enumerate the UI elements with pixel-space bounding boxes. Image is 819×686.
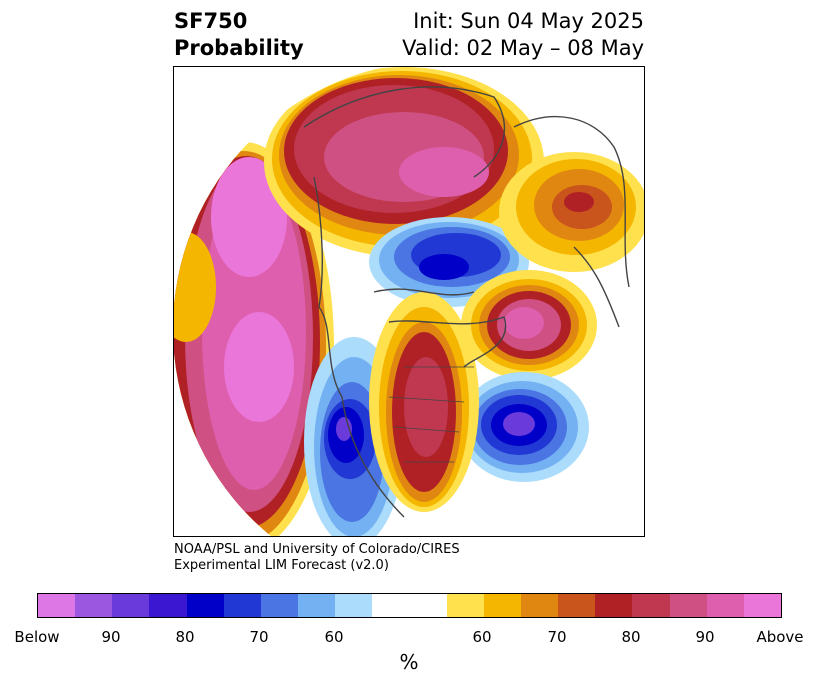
colorbar-tick-label: 80: [621, 628, 641, 646]
colorbar-segment: [186, 594, 224, 617]
colorbar-segment: [706, 594, 744, 617]
colorbar-segment: [260, 594, 299, 617]
europe-anomaly: [499, 152, 644, 272]
title-right: Init: Sun 04 May 2025 Valid: 02 May – 08…: [402, 8, 644, 62]
variable-type: Probability: [174, 36, 304, 60]
colorbar-units: %: [399, 650, 419, 674]
variable-name: SF750: [174, 9, 248, 33]
colorbar-segment: [446, 594, 484, 617]
colorbar-segment: [483, 594, 522, 617]
init-date: Init: Sun 04 May 2025: [413, 9, 644, 33]
credit-line-2: Experimental LIM Forecast (v2.0): [174, 558, 389, 573]
colorbar-tick-label: 70: [547, 628, 567, 646]
atlantic-anomaly: [459, 372, 589, 482]
colorbar-tick-label: 80: [175, 628, 195, 646]
title-left: SF750 Probability: [174, 8, 304, 62]
colorbar-tick-label: Above: [756, 628, 804, 646]
colorbar-tick-label: 90: [101, 628, 121, 646]
colorbar-segment: [298, 594, 336, 617]
colorbar-tick-label: 60: [324, 628, 344, 646]
credit-line-1: NOAA/PSL and University of Colorado/CIRE…: [174, 542, 460, 557]
polar-map: [174, 67, 644, 536]
colorbar-tick-label: 70: [249, 628, 269, 646]
north-atlantic-anomaly: [461, 270, 597, 380]
colorbar-tick-label: Below: [14, 628, 60, 646]
map-frame: [173, 66, 645, 537]
siberia-anomaly: [264, 67, 544, 257]
coastlines: [303, 86, 630, 518]
central-north-america-anomaly: [369, 292, 479, 512]
colorbar-segment: [521, 594, 559, 617]
colorbar-tick-label: 60: [472, 628, 492, 646]
colorbar-segment: [372, 594, 447, 617]
valid-range: Valid: 02 May – 08 May: [402, 36, 644, 60]
colorbar-segment: [75, 594, 113, 617]
colorbar-segment: [595, 594, 633, 617]
colorbar-segment: [632, 594, 670, 617]
colorbar-segment: [558, 594, 596, 617]
colorbar-segment: [223, 594, 261, 617]
colorbar-tick-label: 90: [695, 628, 715, 646]
colorbar-segment: [669, 594, 707, 617]
colorbar: [37, 593, 782, 618]
colorbar-segment: [38, 594, 76, 617]
colorbar-segment: [112, 594, 150, 617]
credit: NOAA/PSL and University of Colorado/CIRE…: [174, 542, 460, 574]
pacific-edge-anomaly: [174, 232, 216, 342]
colorbar-segment: [335, 594, 373, 617]
colorbar-segment: [149, 594, 187, 617]
colorbar-segment: [743, 594, 782, 617]
